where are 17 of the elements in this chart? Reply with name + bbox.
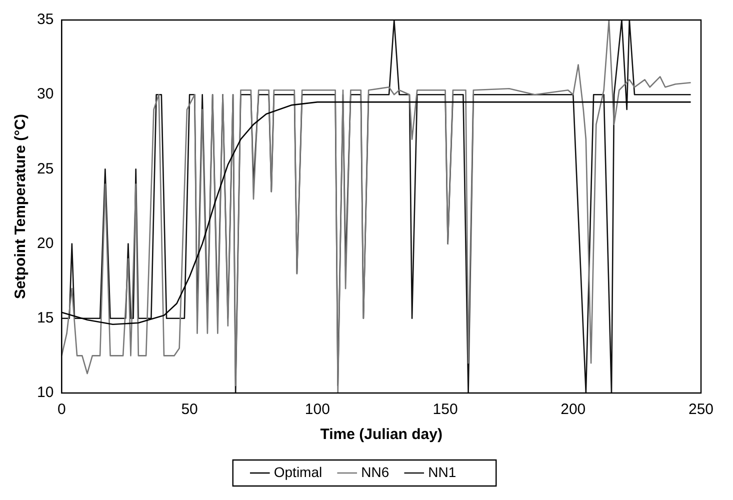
x-tick-label: 150	[432, 401, 458, 418]
y-tick-label: 30	[36, 86, 54, 103]
legend-label: NN6	[361, 464, 390, 480]
y-tick-label: 20	[36, 234, 54, 252]
y-tick-label: 35	[36, 11, 54, 28]
legend-label: NN1	[428, 464, 456, 480]
x-tick-label: 200	[560, 401, 586, 418]
x-tick-label: 100	[304, 401, 330, 418]
y-tick-label: 10	[36, 384, 54, 402]
y-tick-label: 25	[36, 160, 54, 178]
x-tick-label: 0	[58, 401, 66, 418]
legend-label: Optimal	[274, 464, 322, 480]
x-axis-title: Time (Julian day)	[320, 426, 442, 444]
y-tick-label: 15	[36, 310, 54, 327]
x-tick-label: 50	[181, 401, 198, 418]
y-axis-title: Setpoint Temperature (°C)	[12, 114, 30, 299]
x-tick-label: 250	[688, 401, 714, 418]
